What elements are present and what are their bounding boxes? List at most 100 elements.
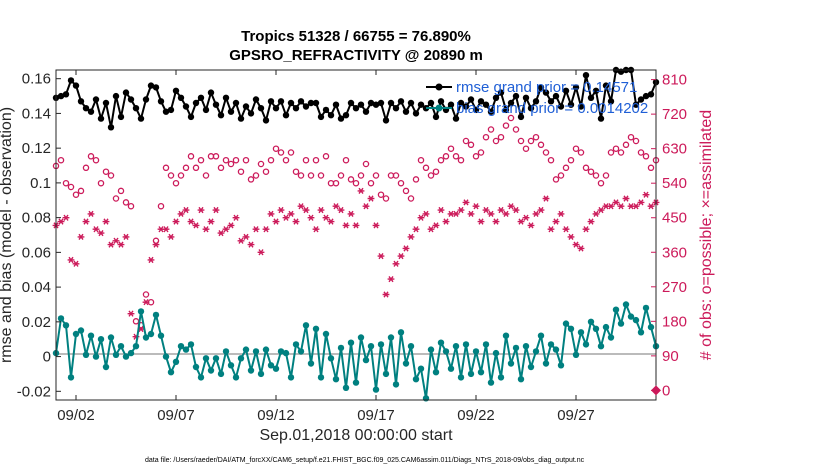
bias-point xyxy=(112,351,120,358)
bias-point xyxy=(57,315,65,322)
rmse-point xyxy=(522,94,530,102)
bias-point xyxy=(577,329,585,336)
rmse-point xyxy=(512,92,520,100)
rmse-point xyxy=(217,112,225,119)
rmse-point xyxy=(542,89,550,96)
rmse-point xyxy=(637,96,645,103)
obs-possible-point xyxy=(417,156,425,164)
obs-possible-point xyxy=(507,114,515,122)
bias-point xyxy=(147,330,155,338)
rmse-point xyxy=(82,105,90,112)
rmse-point xyxy=(277,98,285,105)
obs-possible-point xyxy=(162,164,170,172)
bias-point xyxy=(427,346,435,353)
x-axis-ticks: 09/02 09/07 09/12 09/17 09/22 09/27 xyxy=(57,70,595,424)
rmse-point xyxy=(407,99,415,107)
obs-assimilated-point xyxy=(312,226,320,233)
obs-assimilated-point xyxy=(57,218,65,225)
obs-assimilated-point xyxy=(527,222,535,229)
obs-possible-point xyxy=(567,156,575,164)
obs-assimilated-point xyxy=(147,256,155,264)
obs-possible-point xyxy=(502,122,510,129)
bias-point xyxy=(622,301,630,308)
obs-possible-point xyxy=(412,176,420,183)
bias-point xyxy=(82,351,90,358)
bias-series xyxy=(52,301,660,402)
rmse-point xyxy=(372,101,380,108)
obs-assimilated-point xyxy=(282,214,290,221)
obs-assimilated-point xyxy=(537,206,545,214)
rmse-point xyxy=(282,112,290,119)
y-right-tick-label: 0 xyxy=(662,382,670,399)
bias-point xyxy=(222,348,230,355)
rmse-point xyxy=(332,101,340,108)
bias-point xyxy=(152,311,160,319)
obs-possible-point xyxy=(322,153,330,160)
obs-possible-point xyxy=(442,153,450,160)
bias-point xyxy=(647,323,655,331)
bias-point xyxy=(337,344,345,352)
rmse-point xyxy=(147,82,155,89)
y-right-tick-label: 90 xyxy=(662,348,679,365)
bias-point xyxy=(212,355,220,362)
rmse-point xyxy=(97,115,105,122)
bias-point xyxy=(552,346,560,353)
obs-possible-point xyxy=(447,145,455,152)
obs-assimilated-point xyxy=(262,226,270,233)
bias-point xyxy=(237,355,245,362)
bias-point xyxy=(522,343,530,350)
obs-assimilated-point xyxy=(287,210,295,218)
obs-possible-point xyxy=(347,176,355,183)
obs-assimilated-point xyxy=(267,210,275,218)
rmse-point xyxy=(352,105,360,112)
bias-point xyxy=(97,336,105,343)
obs-assimilated-point xyxy=(642,191,650,198)
obs-assimilated-point xyxy=(612,199,620,206)
bias-point xyxy=(527,363,535,371)
obs-possible-point xyxy=(552,176,560,183)
rmse-point xyxy=(57,92,65,100)
bias-point xyxy=(422,395,430,402)
obs-possible-markers xyxy=(52,114,660,329)
y-tick-label: 0.06 xyxy=(22,244,51,261)
obs-possible-point xyxy=(232,156,240,164)
bias-point xyxy=(127,349,135,357)
bias-point xyxy=(297,348,305,355)
bias-point xyxy=(537,332,545,339)
obs-assimilated-point xyxy=(252,226,260,233)
obs-assimilated-point xyxy=(442,218,450,225)
bias-point xyxy=(117,343,125,350)
obs-assimilated-point xyxy=(457,206,465,214)
bias-point xyxy=(387,334,395,341)
obs-assimilated-point xyxy=(422,210,430,218)
obs-assimilated-point xyxy=(197,206,205,214)
obs-possible-point xyxy=(292,168,300,175)
obs-assimilated-point xyxy=(167,233,175,241)
obs-possible-point xyxy=(522,145,530,152)
obs-possible-point xyxy=(562,164,570,172)
obs-possible-point xyxy=(127,202,135,210)
bias-point xyxy=(87,332,95,339)
obs-possible-point xyxy=(72,191,80,198)
obs-possible-point xyxy=(152,237,160,245)
rmse-point xyxy=(567,101,575,108)
rmse-point xyxy=(237,115,245,122)
rmse-point xyxy=(402,108,410,115)
obs-assimilated-point xyxy=(112,237,120,244)
rmse-point xyxy=(177,94,185,102)
obs-possible-point xyxy=(397,179,405,187)
bias-point xyxy=(397,329,405,336)
obs-assimilated-point xyxy=(192,222,200,229)
obs-assimilated-point xyxy=(62,214,70,221)
rmse-point xyxy=(632,101,640,108)
obs-possible-point xyxy=(357,172,365,179)
rmse-point xyxy=(327,112,335,119)
rmse-point xyxy=(162,108,170,115)
rmse-point xyxy=(397,98,405,105)
obs-assimilated-point xyxy=(547,226,555,233)
obs-assimilated-point xyxy=(467,210,475,218)
bias-point xyxy=(252,348,260,355)
obs-assimilated-point xyxy=(347,210,355,218)
obs-possible-point xyxy=(142,291,150,298)
bias-point xyxy=(612,306,620,313)
